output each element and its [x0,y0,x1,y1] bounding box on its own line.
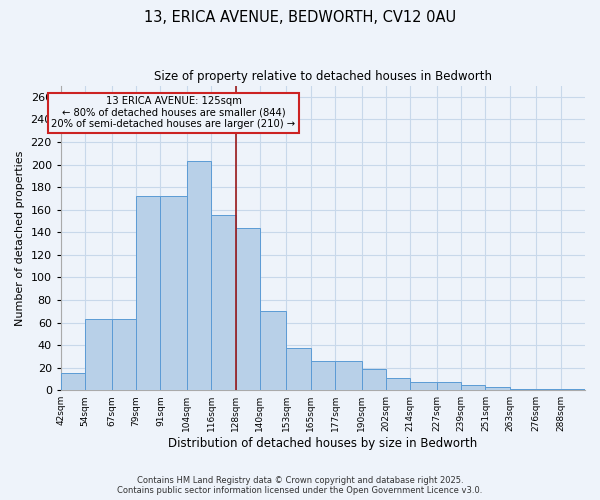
Bar [485,387,510,390]
Text: Contains HM Land Registry data © Crown copyright and database right 2025.
Contai: Contains HM Land Registry data © Crown c… [118,476,482,495]
Bar [286,348,311,390]
Bar [311,361,335,390]
Bar [560,389,585,390]
Bar [386,378,410,390]
Y-axis label: Number of detached properties: Number of detached properties [15,150,25,326]
Bar [85,319,112,390]
Title: Size of property relative to detached houses in Bedworth: Size of property relative to detached ho… [154,70,492,83]
Bar [510,389,536,390]
Text: 13 ERICA AVENUE: 125sqm
← 80% of detached houses are smaller (844)
20% of semi-d: 13 ERICA AVENUE: 125sqm ← 80% of detache… [52,96,296,130]
Bar [136,196,160,390]
Bar [211,216,236,390]
X-axis label: Distribution of detached houses by size in Bedworth: Distribution of detached houses by size … [168,437,478,450]
Bar [112,319,136,390]
Bar [362,369,386,390]
Bar [410,382,437,390]
Bar [536,389,560,390]
Bar [335,361,362,390]
Bar [61,374,85,390]
Bar [260,311,286,390]
Bar [236,228,260,390]
Bar [437,382,461,390]
Text: 13, ERICA AVENUE, BEDWORTH, CV12 0AU: 13, ERICA AVENUE, BEDWORTH, CV12 0AU [144,10,456,25]
Bar [187,161,211,390]
Bar [461,384,485,390]
Bar [160,196,187,390]
